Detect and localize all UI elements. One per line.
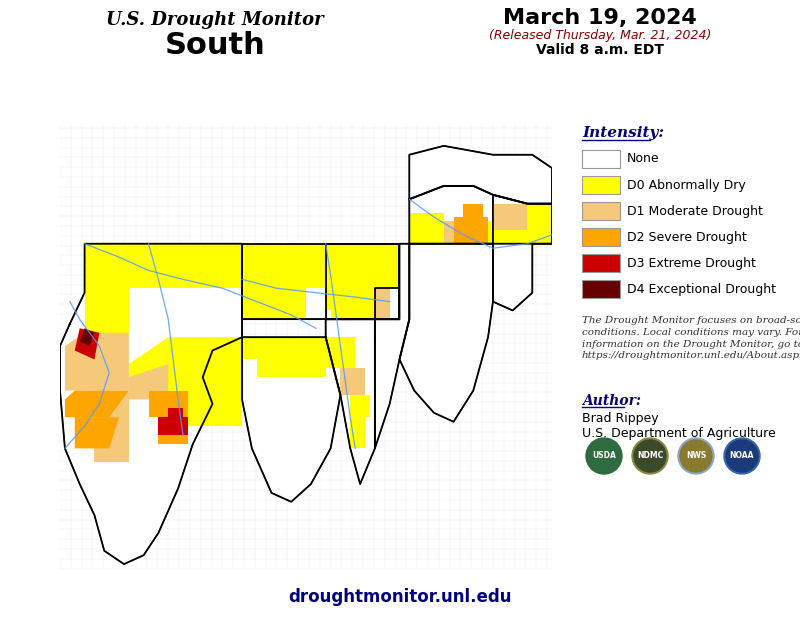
Text: USDA: USDA bbox=[592, 452, 616, 460]
Polygon shape bbox=[341, 368, 365, 395]
Polygon shape bbox=[444, 221, 474, 243]
Polygon shape bbox=[149, 391, 188, 417]
Polygon shape bbox=[158, 417, 188, 435]
Polygon shape bbox=[326, 243, 399, 288]
Circle shape bbox=[588, 440, 620, 472]
Polygon shape bbox=[375, 243, 410, 449]
Polygon shape bbox=[330, 288, 375, 320]
Polygon shape bbox=[493, 195, 552, 310]
Text: D1 Moderate Drought: D1 Moderate Drought bbox=[627, 205, 763, 218]
Text: D0 Abnormally Dry: D0 Abnormally Dry bbox=[627, 179, 746, 192]
Polygon shape bbox=[74, 328, 99, 360]
Text: U.S. Drought Monitor: U.S. Drought Monitor bbox=[106, 11, 324, 29]
Circle shape bbox=[724, 438, 760, 474]
Polygon shape bbox=[242, 243, 375, 288]
Text: None: None bbox=[627, 153, 660, 166]
Polygon shape bbox=[257, 360, 326, 377]
Text: droughtmonitor.unl.edu: droughtmonitor.unl.edu bbox=[288, 588, 512, 606]
Polygon shape bbox=[65, 391, 129, 417]
Bar bbox=[582, 202, 620, 220]
Text: The Drought Monitor focuses on broad-scale
conditions. Local conditions may vary: The Drought Monitor focuses on broad-sca… bbox=[582, 316, 800, 360]
Polygon shape bbox=[350, 417, 365, 449]
Text: March 19, 2024: March 19, 2024 bbox=[503, 8, 697, 28]
Circle shape bbox=[632, 438, 668, 474]
Polygon shape bbox=[493, 243, 532, 310]
Polygon shape bbox=[168, 408, 183, 417]
Text: South: South bbox=[165, 32, 266, 61]
Text: D3 Extreme Drought: D3 Extreme Drought bbox=[627, 256, 756, 269]
Polygon shape bbox=[85, 275, 119, 302]
Polygon shape bbox=[158, 377, 242, 399]
Circle shape bbox=[680, 440, 712, 472]
Polygon shape bbox=[242, 337, 341, 502]
Polygon shape bbox=[242, 243, 399, 320]
Text: Author:: Author: bbox=[582, 394, 641, 408]
Polygon shape bbox=[350, 395, 370, 417]
Polygon shape bbox=[85, 288, 129, 332]
Polygon shape bbox=[410, 186, 552, 243]
Circle shape bbox=[678, 438, 714, 474]
Polygon shape bbox=[94, 435, 129, 462]
Polygon shape bbox=[65, 332, 129, 391]
Text: D2 Severe Drought: D2 Severe Drought bbox=[627, 231, 746, 243]
Text: NWS: NWS bbox=[686, 452, 706, 460]
Polygon shape bbox=[326, 243, 399, 320]
Text: Brad Rippey: Brad Rippey bbox=[582, 412, 658, 425]
Bar bbox=[582, 254, 620, 272]
Text: NOAA: NOAA bbox=[730, 452, 754, 460]
Polygon shape bbox=[242, 337, 326, 360]
Polygon shape bbox=[129, 337, 242, 377]
Text: Intensity:: Intensity: bbox=[582, 126, 664, 140]
Bar bbox=[582, 280, 620, 298]
Polygon shape bbox=[463, 204, 483, 217]
Polygon shape bbox=[74, 391, 129, 435]
Circle shape bbox=[726, 440, 758, 472]
Polygon shape bbox=[493, 204, 527, 231]
Bar bbox=[582, 228, 620, 246]
Polygon shape bbox=[129, 364, 168, 399]
Polygon shape bbox=[326, 320, 375, 484]
Polygon shape bbox=[326, 337, 355, 368]
Bar bbox=[582, 150, 620, 168]
Circle shape bbox=[586, 438, 622, 474]
Polygon shape bbox=[60, 243, 242, 564]
Polygon shape bbox=[454, 217, 488, 243]
Polygon shape bbox=[399, 243, 493, 421]
Polygon shape bbox=[410, 213, 444, 243]
Polygon shape bbox=[80, 328, 94, 346]
Text: Valid 8 a.m. EDT: Valid 8 a.m. EDT bbox=[536, 43, 664, 57]
Polygon shape bbox=[158, 417, 188, 444]
Polygon shape bbox=[242, 288, 306, 320]
Polygon shape bbox=[168, 399, 242, 426]
Polygon shape bbox=[85, 243, 242, 288]
Polygon shape bbox=[375, 288, 390, 320]
Circle shape bbox=[634, 440, 666, 472]
Polygon shape bbox=[410, 146, 552, 204]
Text: U.S. Department of Agriculture: U.S. Department of Agriculture bbox=[582, 427, 776, 440]
Text: D4 Exceptional Drought: D4 Exceptional Drought bbox=[627, 282, 776, 295]
Polygon shape bbox=[326, 288, 365, 310]
Bar bbox=[582, 176, 620, 194]
Polygon shape bbox=[474, 221, 493, 243]
Text: NDMC: NDMC bbox=[637, 452, 663, 460]
Polygon shape bbox=[74, 417, 119, 449]
Text: (Released Thursday, Mar. 21, 2024): (Released Thursday, Mar. 21, 2024) bbox=[489, 30, 711, 43]
Polygon shape bbox=[493, 204, 552, 243]
Polygon shape bbox=[355, 288, 375, 320]
